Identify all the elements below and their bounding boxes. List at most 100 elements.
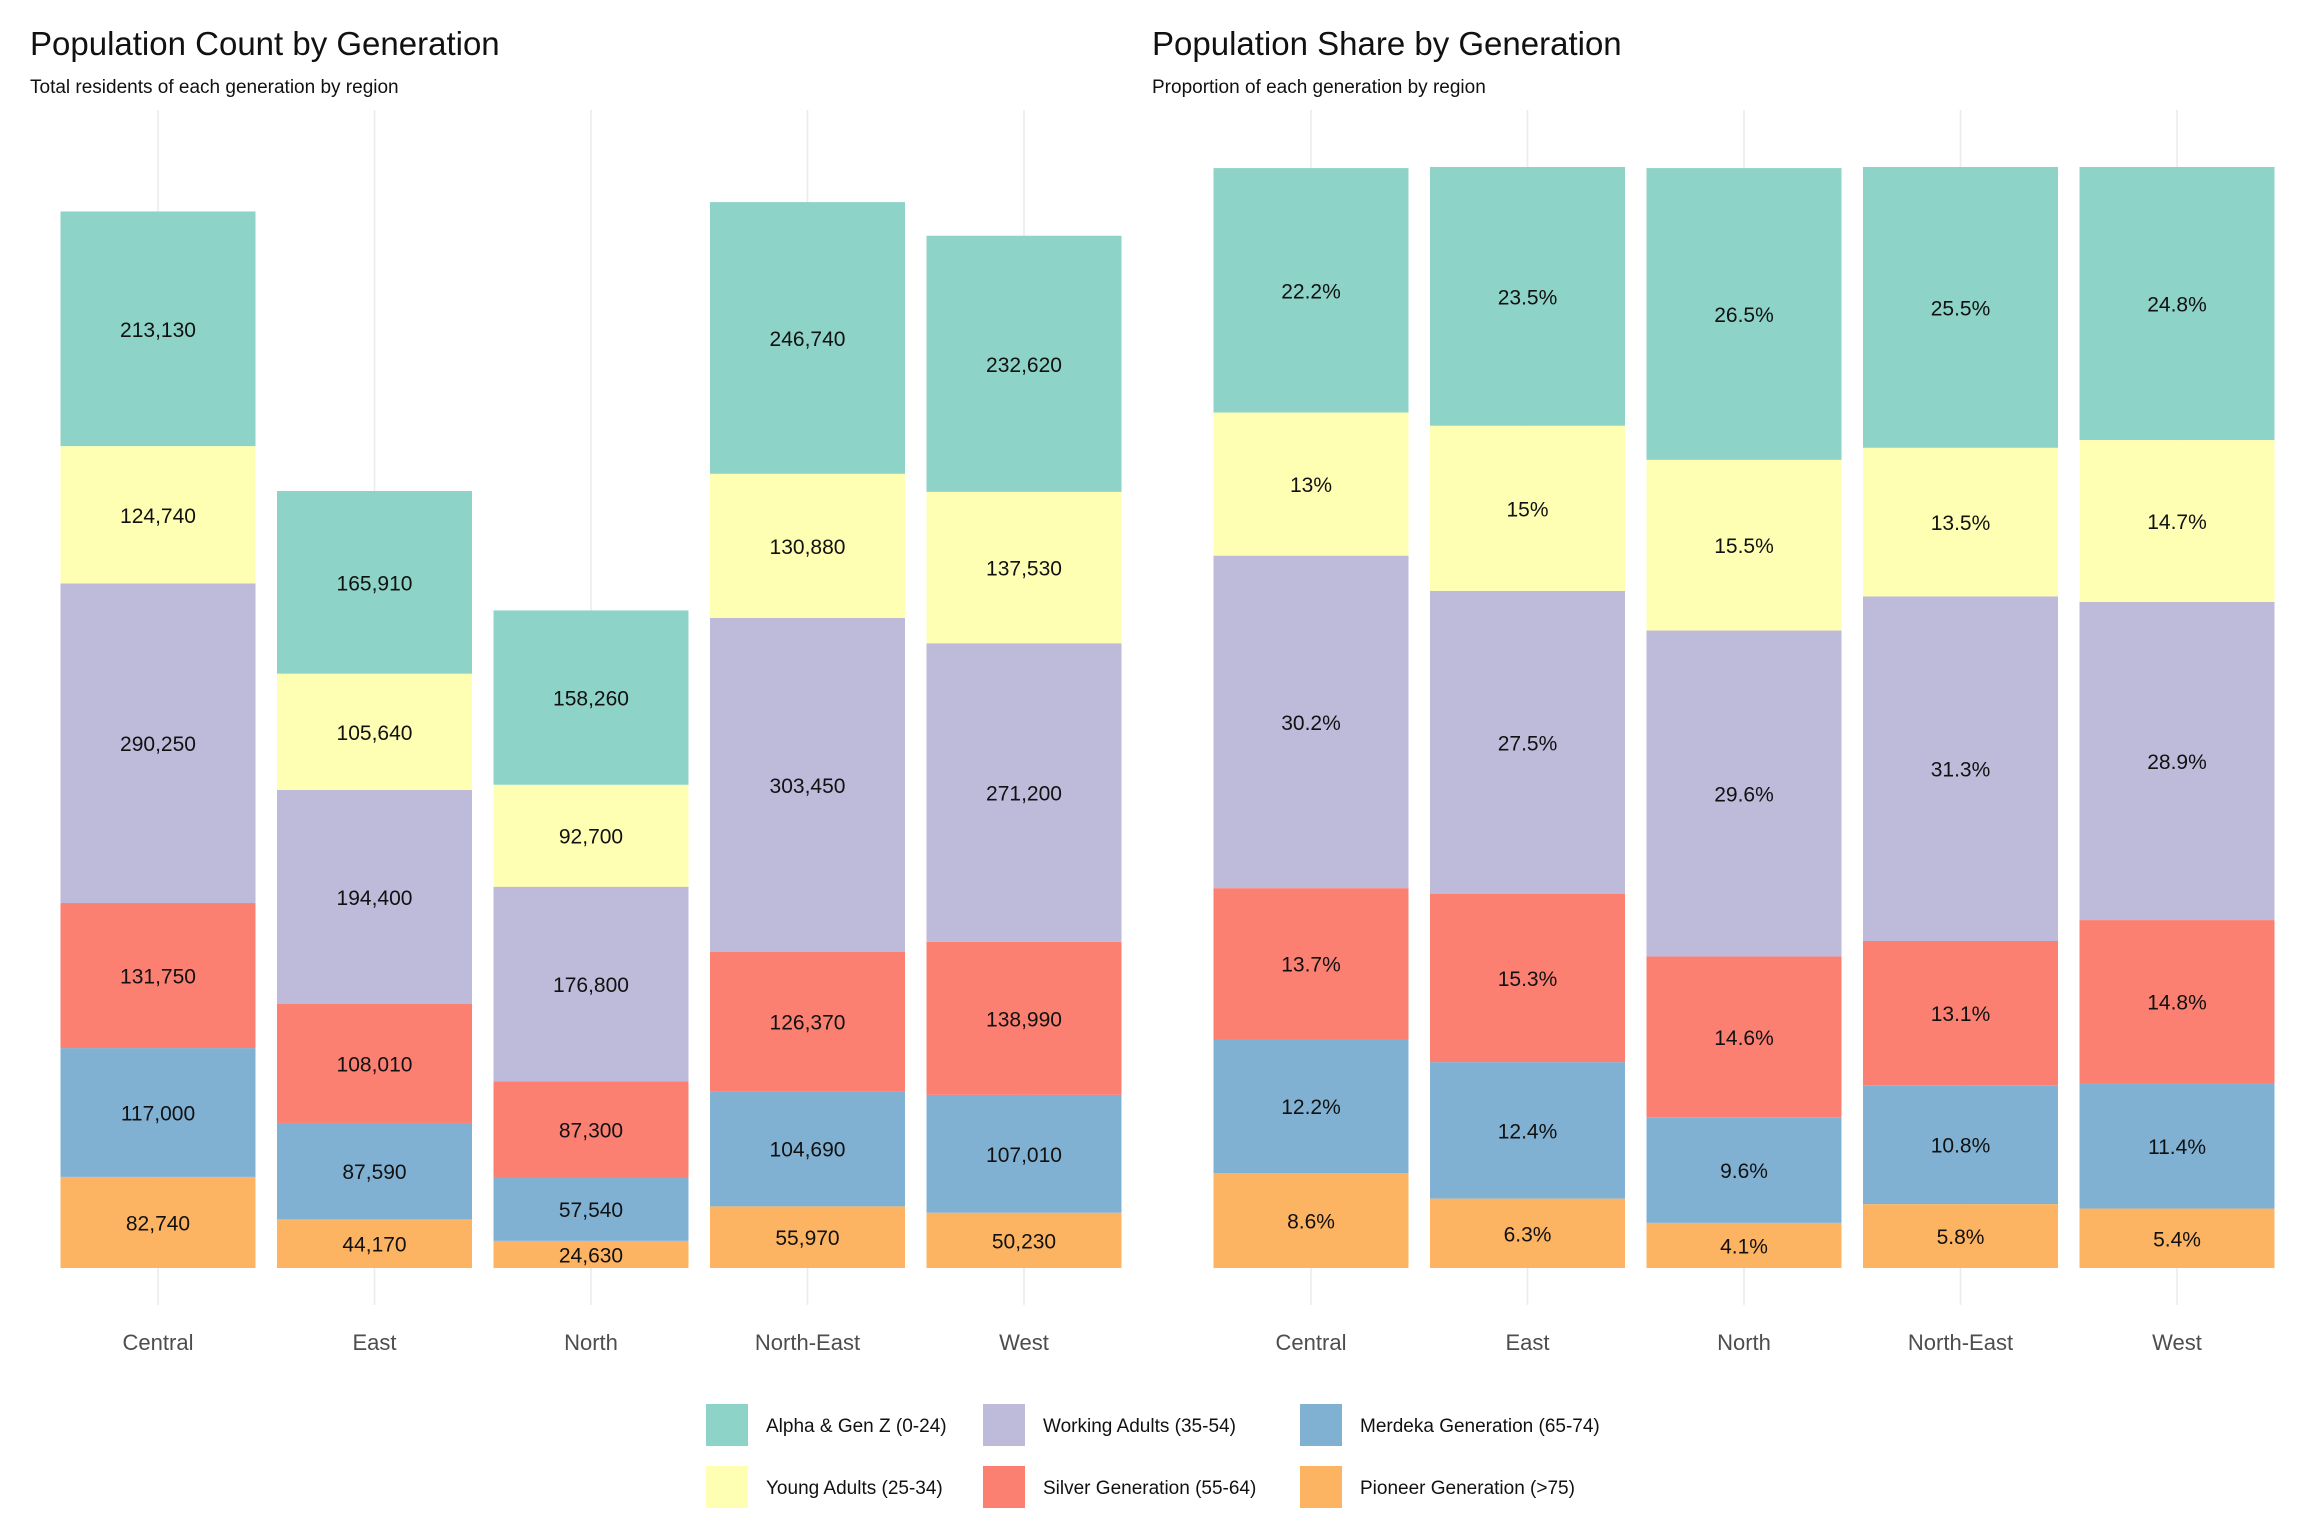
x-tick-label: North — [1717, 1330, 1771, 1355]
chart-title: Population Count by Generation — [30, 25, 500, 62]
data-label: 126,370 — [770, 1012, 846, 1035]
bar-segment-central-1 — [60, 211, 256, 447]
bar-segment-west-2 — [2079, 440, 2275, 602]
bar-segment-central-2 — [60, 446, 256, 584]
bar-segment-west-5 — [2079, 1083, 2275, 1209]
data-label: 22.2% — [1281, 280, 1341, 303]
data-label: 232,620 — [986, 354, 1062, 377]
data-label: 104,690 — [770, 1139, 846, 1162]
data-label: 10.8% — [1931, 1135, 1991, 1158]
data-label: 30.2% — [1281, 712, 1341, 735]
bar-segment-east-3 — [277, 789, 472, 1005]
data-label: 14.7% — [2147, 511, 2207, 534]
bar-segment-north-east-6 — [1863, 1204, 2058, 1268]
data-label: 107,010 — [986, 1144, 1062, 1167]
chart-panel-share: Population Share by Generation Proportion… — [1152, 25, 2275, 1355]
bar-segment-west-3 — [2079, 601, 2275, 921]
bar-segment-east-1 — [277, 491, 472, 674]
chart-subtitle: Total residents of each generation by re… — [30, 77, 399, 98]
bar-segment-central-4 — [1213, 888, 1409, 1039]
x-tick-label: North-East — [1908, 1330, 2013, 1355]
bar-segment-north-east-6 — [710, 1206, 905, 1268]
x-tick-label: East — [1505, 1330, 1549, 1355]
legend-swatch — [706, 1466, 748, 1508]
bar-segment-west-2 — [926, 491, 1122, 644]
data-label: 55,970 — [775, 1227, 839, 1250]
bar-segment-east-2 — [1430, 425, 1625, 591]
data-label: 44,170 — [342, 1234, 406, 1257]
bar-segment-west-4 — [926, 941, 1122, 1095]
chart-panel-count: Population Count by Generation Total resi… — [30, 25, 1122, 1355]
legend-swatch — [983, 1466, 1025, 1508]
x-tick-label: East — [352, 1330, 396, 1355]
bar-segment-north-3 — [1646, 630, 1842, 957]
data-label: 13% — [1290, 474, 1332, 497]
bar-segment-north-east-5 — [710, 1091, 905, 1207]
legend-label: Young Adults (25-34) — [766, 1478, 943, 1499]
data-label: 31.3% — [1931, 759, 1991, 782]
data-label: 12.2% — [1281, 1096, 1341, 1119]
bar-segment-west-3 — [926, 643, 1122, 942]
data-label: 194,400 — [337, 887, 413, 910]
legend-label: Silver Generation (55-64) — [1043, 1478, 1256, 1499]
data-label: 50,230 — [992, 1230, 1056, 1253]
data-label: 105,640 — [337, 722, 413, 745]
data-label: 6.3% — [1504, 1223, 1552, 1246]
bar-segment-east-4 — [277, 1004, 472, 1123]
legend-label: Pioneer Generation (>75) — [1360, 1478, 1575, 1499]
data-label: 137,530 — [986, 558, 1062, 581]
legend-label: Alpha & Gen Z (0-24) — [766, 1416, 947, 1437]
bar-segment-central-6 — [1213, 1173, 1409, 1268]
data-label: 117,000 — [121, 1102, 195, 1125]
data-label: 138,990 — [986, 1008, 1062, 1031]
bar-segment-north-3 — [493, 886, 689, 1082]
data-label: 25.5% — [1931, 297, 1991, 320]
bar-segment-north-1 — [493, 610, 689, 785]
bar-segment-east-5 — [277, 1122, 472, 1220]
data-label: 92,700 — [559, 826, 623, 849]
bar-segment-west-1 — [926, 235, 1122, 492]
data-label: 11.4% — [2148, 1136, 2206, 1159]
data-label: 13.5% — [1931, 512, 1991, 535]
data-label: 14.6% — [1714, 1027, 1774, 1050]
bar-segment-north-east-5 — [1863, 1085, 2058, 1205]
data-label: 290,250 — [120, 733, 196, 756]
legend-label: Working Adults (35-54) — [1043, 1416, 1236, 1437]
data-label: 176,800 — [553, 974, 629, 997]
bar-segment-central-3 — [60, 583, 256, 904]
x-tick-label: North — [564, 1330, 618, 1355]
data-label: 5.8% — [1937, 1226, 1985, 1249]
bar-segment-north-east-4 — [710, 951, 905, 1092]
data-label: 246,740 — [770, 328, 846, 351]
bar-segment-north-east-2 — [710, 473, 905, 618]
bar-segment-north-east-4 — [1863, 941, 2058, 1086]
bar-segment-north-4 — [493, 1081, 689, 1178]
legend-label: Merdeka Generation (65-74) — [1360, 1416, 1600, 1437]
data-label: 5.4% — [2153, 1228, 2201, 1251]
x-tick-label: Central — [123, 1330, 194, 1355]
bar-segment-north-east-3 — [1863, 596, 2058, 942]
bar-segment-central-4 — [60, 903, 256, 1049]
bar-segment-central-1 — [1213, 168, 1409, 413]
legend-swatch — [1300, 1466, 1342, 1508]
bar-segment-north-2 — [493, 784, 689, 887]
bar-segment-east-6 — [1430, 1198, 1625, 1268]
data-label: 24.8% — [2147, 294, 2207, 317]
x-tick-label: West — [999, 1330, 1049, 1355]
data-label: 9.6% — [1720, 1160, 1768, 1183]
bar-segment-north-2 — [1646, 459, 1842, 631]
bar-segment-east-2 — [277, 673, 472, 790]
legend-swatch — [983, 1404, 1025, 1446]
bar-segment-west-1 — [2079, 167, 2275, 441]
bar-segment-north-1 — [1646, 168, 1842, 460]
bar-segment-north-east-3 — [710, 617, 905, 952]
data-label: 12.4% — [1498, 1120, 1558, 1143]
data-label: 14.8% — [2147, 992, 2207, 1015]
data-label: 13.1% — [1931, 1003, 1991, 1026]
legend-swatch — [1300, 1404, 1342, 1446]
bar-segment-north-east-1 — [710, 202, 905, 474]
bar-segment-east-1 — [1430, 167, 1625, 426]
bar-segment-north-6 — [493, 1240, 689, 1268]
bar-segment-central-6 — [60, 1176, 256, 1268]
